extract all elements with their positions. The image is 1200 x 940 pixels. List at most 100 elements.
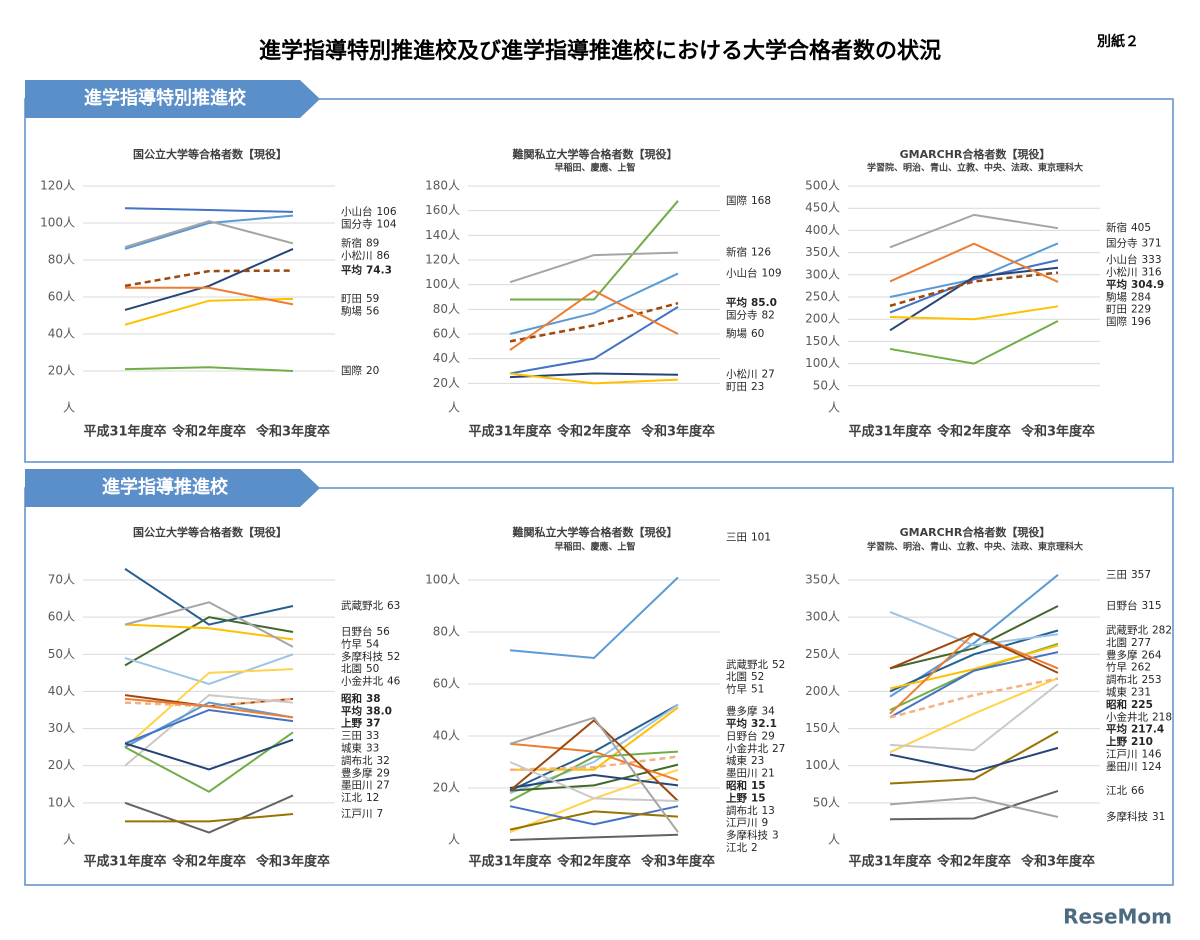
value-label: 124 (1142, 761, 1162, 773)
x-tick-label: 平成31年度卒 (848, 424, 931, 440)
end-label: 平均 217.4 (1106, 723, 1164, 736)
value-label: 27 (762, 369, 775, 381)
y-tick-label: 120人 (40, 179, 75, 193)
value-label: 51 (751, 684, 764, 696)
value-label: 109 (762, 268, 782, 280)
end-label: 墨田川 124 (1106, 761, 1162, 773)
value-label: 52 (387, 651, 400, 663)
chart-subtitle: 早稲田、慶應、上智 (554, 162, 635, 174)
end-label: 武蔵野北 282 (1106, 624, 1172, 637)
series-line (509, 251, 679, 284)
value-label: 29 (762, 730, 775, 742)
y-tick-label: 100人 (40, 216, 75, 230)
series-name: 江北 (726, 842, 747, 854)
y-tick-label: 30人 (48, 721, 75, 735)
end-label: 江戸川 9 (726, 817, 768, 829)
end-label: 駒場 60 (726, 327, 764, 340)
y-tick-label: 300人 (805, 267, 840, 281)
series-line (509, 576, 679, 660)
series-line (509, 301, 679, 343)
y-tick-label: 人 (63, 401, 75, 415)
end-label: 城東 33 (341, 741, 379, 754)
y-tick-label: 人 (828, 833, 840, 847)
series-name: 小山台 (726, 267, 758, 280)
value-label: 262 (1131, 662, 1151, 674)
series-line (124, 207, 294, 213)
series-line (889, 305, 1059, 321)
chart-subtitle: 学習院、明治、青山、立教、中央、法政、東京理科大 (867, 162, 1083, 174)
series-name: 国分寺 (341, 218, 373, 230)
value-label: 31 (1152, 811, 1165, 823)
value-label: 29 (377, 767, 390, 779)
series-name: 豊多摩 (341, 766, 373, 779)
end-label: 豊多摩 264 (1106, 648, 1162, 661)
y-tick-label: 10人 (48, 795, 75, 809)
chart-subtitle: 早稲田、慶應、上智 (554, 541, 635, 553)
value-label: 52 (772, 659, 785, 671)
page-title: 進学指導特別推進校及び進学指導推進校における大学合格者数の状況 (259, 38, 941, 64)
series-name: 武蔵野北 (726, 658, 768, 671)
series-line (889, 632, 1059, 674)
series-name: 多摩科技 (341, 650, 383, 663)
y-tick-label: 人 (63, 833, 75, 847)
value-label: 27 (377, 780, 390, 792)
value-label: 60 (751, 328, 764, 340)
series-name: 三田 (1106, 569, 1127, 581)
value-label: 12 (366, 792, 379, 804)
series-name: 小金井北 (726, 742, 768, 755)
x-tick-label: 平成31年度卒 (848, 854, 931, 870)
series-name: 竹早 (726, 683, 747, 696)
series-name: 駒場 (341, 304, 362, 317)
section-header (25, 80, 320, 118)
value-label: 253 (1142, 674, 1162, 686)
y-tick-label: 350人 (805, 573, 840, 587)
series-name: 上野 (341, 717, 362, 730)
end-label: 上野 15 (726, 791, 766, 804)
value-label: 86 (377, 250, 391, 262)
value-label: 210 (1131, 736, 1153, 748)
end-label: 武蔵野北 52 (726, 658, 785, 671)
watermark: ReseMom (1063, 905, 1172, 929)
end-label: 国分寺 371 (1106, 237, 1162, 249)
y-tick-label: 400人 (805, 223, 840, 237)
attachment-label: 別紙２ (1096, 33, 1139, 50)
series-name: 小山台 (1106, 253, 1138, 266)
end-label: 城東 231 (1106, 686, 1151, 699)
series-name: 墨田川 (1106, 761, 1138, 773)
section-header (25, 469, 320, 507)
value-label: 15 (751, 792, 766, 804)
end-label: 三田 357 (1106, 569, 1151, 581)
end-label: 小金井北 46 (341, 675, 401, 688)
series-name: 城東 (341, 741, 362, 754)
end-label: 多摩科技 31 (1106, 810, 1165, 823)
end-label: 北園 52 (726, 671, 764, 683)
series-line (889, 574, 1059, 698)
series-name: 昭和 (1106, 698, 1127, 711)
end-label: 平均 38.0 (341, 704, 392, 717)
series-name: 平均 (726, 296, 747, 309)
series-line (889, 796, 1059, 818)
series-name: 豊多摩 (1106, 648, 1138, 661)
end-label: 江北 66 (1106, 785, 1145, 797)
series-name: 日野台 (341, 625, 373, 638)
chart-title: GMARCHR合格者数【現役】 (900, 525, 1051, 539)
chart-title: 難関私立大学等合格者数【現役】 (513, 525, 678, 539)
end-label: 多摩科技 3 (726, 829, 779, 842)
value-label: 89 (366, 237, 379, 249)
series-line (124, 653, 294, 686)
y-tick-label: 150人 (805, 334, 840, 348)
y-tick-label: 20人 (433, 376, 460, 390)
series-line (124, 694, 294, 767)
x-tick-label: 平成31年度卒 (468, 424, 551, 440)
series-name: 小松川 (1106, 266, 1138, 279)
series-name: 武蔵野北 (341, 599, 383, 612)
series-name: 昭和 (341, 692, 362, 705)
value-label: 82 (762, 310, 775, 322)
series-name: 平均 (341, 264, 362, 277)
series-line (509, 773, 679, 789)
y-tick-label: 140人 (425, 228, 460, 242)
end-label: 三田 101 (726, 531, 771, 543)
x-tick-label: 令和2年度卒 (172, 424, 246, 440)
value-label: 66 (1131, 785, 1145, 797)
x-tick-label: 平成31年度卒 (83, 854, 166, 870)
